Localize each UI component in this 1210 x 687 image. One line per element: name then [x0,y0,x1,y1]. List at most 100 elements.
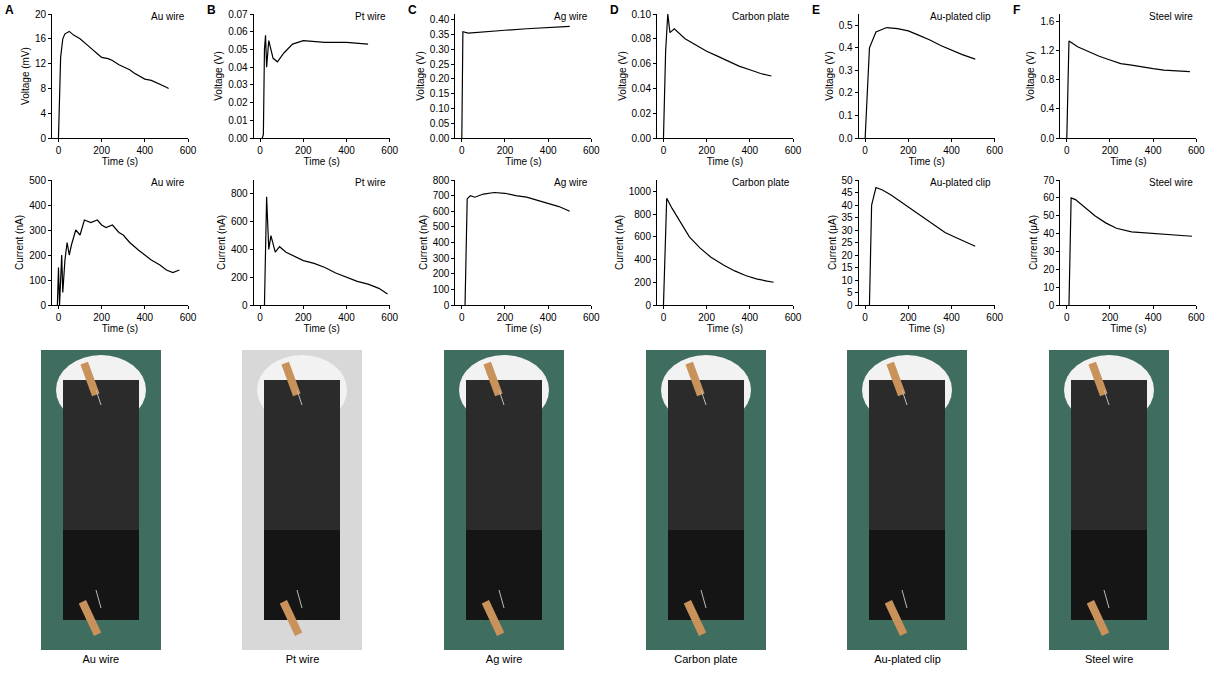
svg-text:0: 0 [862,312,868,323]
svg-text:200: 200 [231,272,248,283]
svg-text:0: 0 [459,145,465,156]
svg-text:Current (nA): Current (nA) [14,215,25,270]
svg-text:0.0: 0.0 [839,133,853,144]
svg-text:20: 20 [842,250,854,261]
svg-text:400: 400 [634,254,651,265]
svg-text:0: 0 [56,145,62,156]
svg-text:Time (s): Time (s) [909,156,945,167]
svg-text:1.6: 1.6 [1040,16,1054,27]
svg-text:0.05: 0.05 [430,118,450,129]
svg-text:400: 400 [338,312,355,323]
svg-text:400: 400 [741,145,758,156]
svg-text:Steel wire: Steel wire [1149,177,1193,188]
svg-text:60: 60 [1043,192,1055,203]
svg-text:300: 300 [433,253,450,264]
svg-text:0.04: 0.04 [228,62,248,73]
svg-text:200: 200 [29,250,46,261]
svg-text:0.00: 0.00 [228,133,248,144]
svg-text:0: 0 [645,300,651,311]
svg-text:0: 0 [661,145,667,156]
svg-text:0.4: 0.4 [1040,103,1054,114]
svg-text:400: 400 [136,312,153,323]
svg-text:200: 200 [295,312,312,323]
svg-text:C: C [408,3,417,17]
svg-text:600: 600 [583,145,600,156]
svg-text:0.25: 0.25 [430,59,450,70]
svg-text:200: 200 [900,145,917,156]
svg-text:Ag wire: Ag wire [554,11,588,22]
svg-text:Au-plated clip: Au-plated clip [930,177,991,188]
svg-text:40: 40 [1043,228,1055,239]
svg-text:400: 400 [1145,145,1162,156]
svg-text:B: B [207,3,216,17]
svg-text:45: 45 [842,187,854,198]
svg-text:Pt wire: Pt wire [355,177,386,188]
svg-text:400: 400 [943,312,960,323]
svg-text:0.08: 0.08 [632,33,652,44]
svg-text:30: 30 [842,225,854,236]
svg-text:70: 70 [1043,175,1055,186]
svg-text:300: 300 [29,225,46,236]
svg-text:A: A [5,3,14,17]
svg-text:600: 600 [433,206,450,217]
svg-text:Voltage (V): Voltage (V) [415,51,426,100]
svg-text:5: 5 [847,287,853,298]
svg-text:0: 0 [661,312,667,323]
svg-text:400: 400 [29,200,46,211]
svg-text:35: 35 [842,212,854,223]
svg-text:200: 200 [295,145,312,156]
svg-text:0: 0 [40,133,46,144]
svg-text:600: 600 [1188,312,1205,323]
svg-text:800: 800 [634,209,651,220]
svg-text:400: 400 [540,145,557,156]
svg-text:0: 0 [1064,145,1070,156]
svg-text:600: 600 [785,312,802,323]
svg-text:0.05: 0.05 [228,44,248,55]
svg-text:600: 600 [381,312,398,323]
svg-text:Time (s): Time (s) [505,323,541,334]
svg-text:400: 400 [741,312,758,323]
svg-text:E: E [812,3,820,17]
svg-text:Current (nA): Current (nA) [216,215,227,270]
svg-text:600: 600 [231,216,248,227]
svg-text:200: 200 [1102,145,1119,156]
svg-text:600: 600 [180,145,197,156]
svg-text:Time (s): Time (s) [909,323,945,334]
svg-text:200: 200 [497,312,514,323]
svg-text:Time (s): Time (s) [1110,323,1146,334]
svg-text:0.15: 0.15 [430,88,450,99]
svg-text:Ag wire: Ag wire [554,177,588,188]
svg-text:Voltage (V): Voltage (V) [617,51,628,100]
svg-text:200: 200 [698,312,715,323]
svg-text:Time (s): Time (s) [304,156,340,167]
svg-text:40: 40 [842,200,854,211]
svg-text:Time (s): Time (s) [304,323,340,334]
svg-text:0.2: 0.2 [839,87,853,98]
svg-text:0.04: 0.04 [632,83,652,94]
svg-text:15: 15 [842,262,854,273]
svg-text:400: 400 [433,237,450,248]
svg-text:16: 16 [35,33,47,44]
svg-text:600: 600 [1188,145,1205,156]
svg-text:500: 500 [29,175,46,186]
svg-text:12: 12 [35,58,47,69]
svg-text:400: 400 [136,145,153,156]
svg-text:0: 0 [1064,312,1070,323]
svg-text:8: 8 [40,83,46,94]
svg-text:200: 200 [93,312,110,323]
svg-text:0.02: 0.02 [632,108,652,119]
svg-text:700: 700 [433,190,450,201]
svg-text:10: 10 [842,275,854,286]
svg-text:800: 800 [433,175,450,186]
svg-text:50: 50 [1043,210,1055,221]
svg-text:0.30: 0.30 [430,44,450,55]
svg-text:0: 0 [242,300,248,311]
svg-text:800: 800 [231,188,248,199]
svg-text:0.1: 0.1 [839,110,853,121]
svg-text:0.0: 0.0 [1040,133,1054,144]
svg-text:0.06: 0.06 [228,26,248,37]
svg-text:Current (μA): Current (μA) [827,215,838,270]
svg-text:Voltage (mV): Voltage (mV) [20,47,31,105]
svg-text:600: 600 [785,145,802,156]
svg-text:200: 200 [93,145,110,156]
